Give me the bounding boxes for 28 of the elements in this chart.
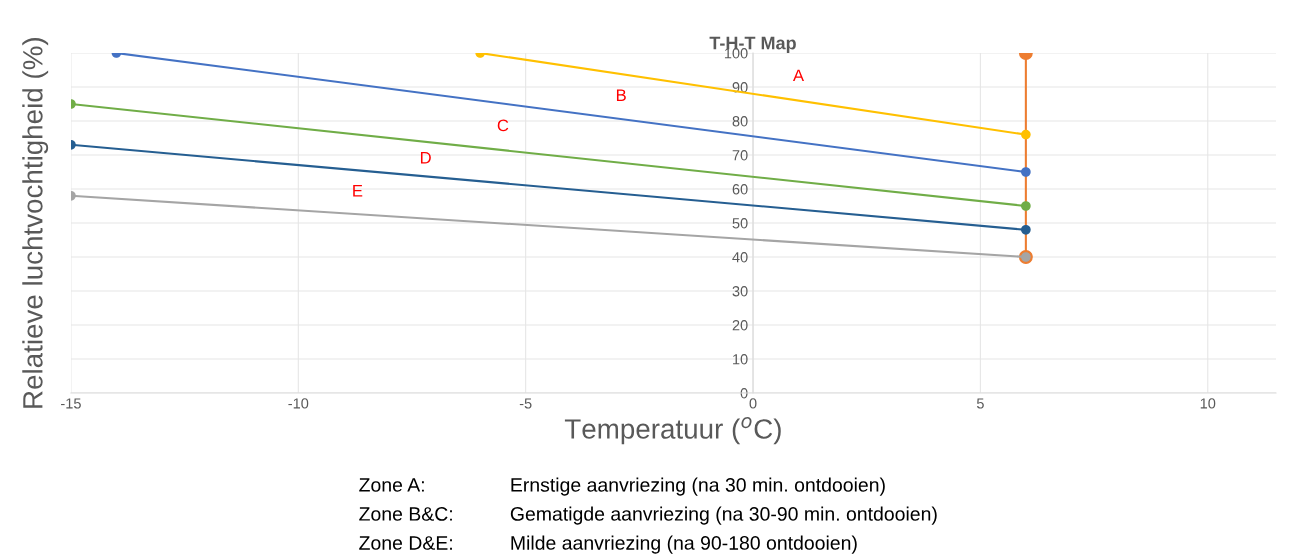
x-tick-label: 10: [1200, 398, 1216, 409]
annotation: E: [353, 185, 363, 197]
annotation: B: [616, 89, 626, 101]
y-tick-label: 70: [732, 150, 748, 161]
y-tick-label: 50: [732, 218, 748, 229]
text: Zone B&C:: [359, 507, 452, 521]
x-tick-label: 0: [749, 398, 757, 409]
x-tick-label: -10: [288, 398, 309, 409]
y-tick-label: 80: [732, 116, 748, 127]
y-tick-label: 40: [732, 252, 748, 263]
text: Zone D&E:: [359, 536, 452, 550]
y-tick-label: 60: [732, 184, 748, 195]
text: Milde aanvriezing (na 90-180 ontdooien): [511, 535, 857, 554]
x-axis-title: Temperatuur ($^{o}$C): [564, 417, 781, 445]
text: Zone A:: [359, 478, 424, 492]
y-axis-title: Relatieve luchtvochtigheid (%): [22, 38, 49, 408]
annotation: A: [792, 69, 805, 82]
x-tick-label: 5: [976, 398, 984, 409]
y-tick-label: 10: [733, 354, 748, 365]
x-tick-label: -15: [61, 398, 81, 409]
y-tick-label: 30: [732, 286, 748, 297]
x-tick-label: -5: [519, 398, 532, 409]
y-tick-label: 20: [732, 320, 748, 331]
text: Gematigde aanvriezing (na 30-90 min. ontdooien): [510, 506, 937, 525]
annotation: C: [497, 119, 509, 132]
text: Ernstige aanvriezing (na 30 min. ontdooien): [511, 477, 885, 496]
y-tick-label: 0: [740, 388, 748, 399]
annotation: D: [420, 151, 431, 164]
